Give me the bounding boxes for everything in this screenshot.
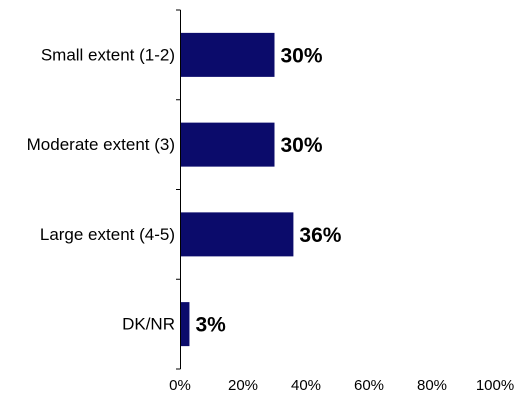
category-label: Moderate extent (3) <box>27 135 175 154</box>
value-labels: 30% 30% 36% 3% <box>195 44 341 336</box>
bar <box>180 32 275 77</box>
value-label: 30% <box>281 134 323 157</box>
category-label: Small extent (1-2) <box>41 45 175 64</box>
x-tick-label: 100% <box>476 377 514 394</box>
value-label: 3% <box>195 314 226 337</box>
axes <box>176 9 181 370</box>
category-label: DK/NR <box>122 315 175 334</box>
value-label: 36% <box>299 224 341 247</box>
x-tick-label: 80% <box>417 377 447 394</box>
value-label: 30% <box>281 44 323 67</box>
bar <box>180 212 294 257</box>
bar <box>180 122 275 167</box>
x-tick-label: 40% <box>291 377 321 394</box>
category-label: Large extent (4-5) <box>40 225 175 244</box>
x-tick-label: 60% <box>354 377 384 394</box>
bar <box>180 302 190 347</box>
bars-layer <box>180 32 294 347</box>
category-labels: Small extent (1-2) Moderate extent (3) Lar… <box>27 45 175 333</box>
x-tick-label: 0% <box>169 377 191 394</box>
x-tick-label: 20% <box>228 377 258 394</box>
x-tick-labels: 0% 20% 40% 60% 80% 100% <box>169 377 514 394</box>
